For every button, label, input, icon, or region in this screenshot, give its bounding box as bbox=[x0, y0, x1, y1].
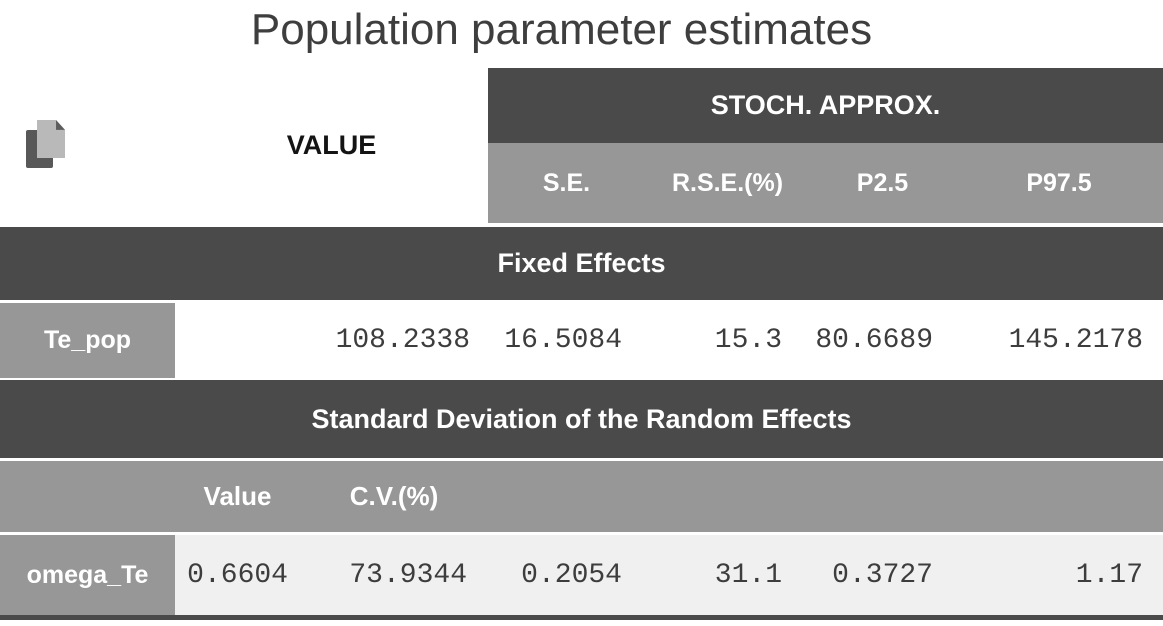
omega-te-cv-cell: 73.9344 bbox=[349, 559, 467, 591]
omega-te-se-cell: 0.2054 bbox=[521, 559, 622, 591]
table-row: Te_pop 108.2338 16.5084 15.3 80.6689 145… bbox=[0, 303, 1163, 378]
omega-te-value-cell: 0.6604 bbox=[187, 559, 288, 591]
column-header-se: S.E. bbox=[542, 168, 591, 197]
param-name-te-pop: Te_pop bbox=[0, 303, 175, 378]
header-corner-cell bbox=[0, 68, 175, 223]
omega-te-p97-5-cell: 1.17 bbox=[1075, 559, 1143, 591]
column-header-re-value: Value bbox=[203, 481, 272, 511]
stoch-approx-header-group: STOCH. APPROX. S.E. R.S.E.(%) P2.5 P97.5 bbox=[488, 68, 1163, 223]
te-pop-p2-5-cell: 80.6689 bbox=[815, 325, 933, 356]
column-header-rse: R.S.E.(%) bbox=[671, 168, 784, 197]
te-pop-value-cell: 108.2338 bbox=[335, 325, 470, 356]
omega-te-p2-5-cell: 0.3727 bbox=[832, 559, 933, 591]
column-header-cv: C.V.(%) bbox=[349, 481, 439, 511]
param-name-omega-te: omega_Te bbox=[0, 535, 175, 615]
subheader-spacer bbox=[0, 461, 175, 532]
te-pop-p97-5-cell: 145.2178 bbox=[1008, 325, 1143, 356]
column-header-value: VALUE bbox=[175, 68, 488, 223]
column-header-stoch-approx: STOCH. APPROX. bbox=[488, 68, 1163, 143]
table-header: VALUE STOCH. APPROX. S.E. R.S.E.(%) P2.5… bbox=[0, 68, 1163, 223]
random-effects-subheader-row: Value C.V.(%) bbox=[0, 461, 1163, 532]
column-header-p97-5: P97.5 bbox=[1026, 168, 1092, 197]
omega-te-rse-cell: 31.1 bbox=[714, 559, 782, 591]
title-bar: Population parameter estimates bbox=[0, 0, 1163, 68]
te-pop-rse-cell: 15.3 bbox=[714, 325, 782, 356]
copy-pages-icon bbox=[56, 120, 65, 130]
te-pop-se-cell: 16.5084 bbox=[504, 325, 622, 356]
page-title: Population parameter estimates bbox=[250, 5, 873, 54]
subheader-filler bbox=[488, 461, 1163, 532]
section-header-fixed-effects: Fixed Effects bbox=[0, 227, 1163, 300]
section-header-random-effects: Standard Deviation of the Random Effects bbox=[0, 380, 1163, 458]
stoch-subheader-row: S.E. R.S.E.(%) P2.5 P97.5 bbox=[488, 143, 1163, 223]
column-header-p2-5: P2.5 bbox=[856, 168, 909, 197]
table-bottom-border bbox=[0, 615, 1163, 620]
copy-table-button[interactable] bbox=[26, 120, 70, 170]
table-row: omega_Te 0.6604 73.9344 0.2054 31.1 0.37… bbox=[0, 535, 1163, 615]
